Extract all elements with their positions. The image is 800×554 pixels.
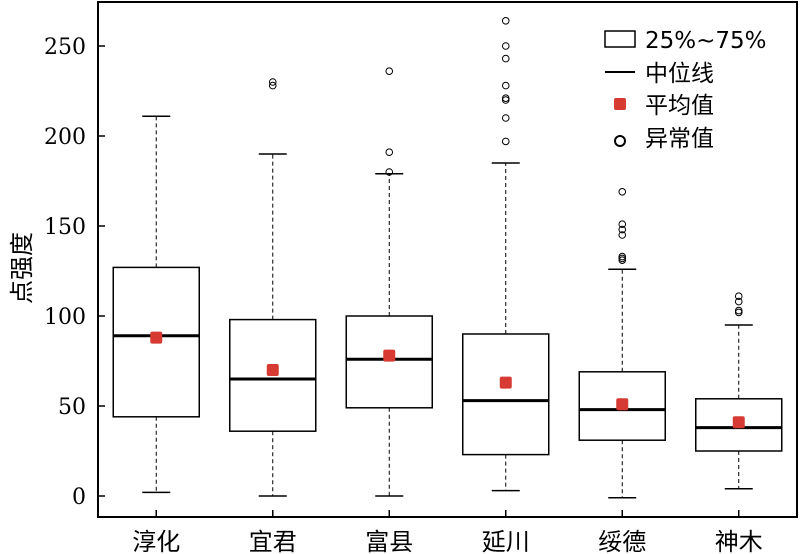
y-tick-label: 50 [58, 395, 86, 420]
outlier-point [385, 168, 394, 176]
iqr-box [345, 315, 433, 409]
outlier-point [734, 297, 743, 306]
y-tick-label: 0 [72, 485, 86, 510]
outlier-point [268, 78, 277, 86]
plot-frame [97, 1, 798, 518]
y-tick-label: 100 [44, 305, 86, 330]
axes [97, 1, 798, 518]
outlier-point [385, 148, 394, 156]
outlier-point [618, 220, 627, 228]
y-tick-label: 150 [44, 215, 86, 240]
mean-marker [266, 364, 279, 376]
y-axis-label: 点强度 [8, 232, 36, 304]
legend-box-label: 25%~75% [645, 28, 767, 54]
y-tick-label: 250 [44, 35, 86, 60]
outlier-point [501, 94, 510, 102]
x-tick-label-富县: 富县 [365, 528, 413, 554]
x-tick-label-淳化: 淳化 [132, 528, 180, 554]
outlier-point [734, 292, 743, 301]
outlier-point [501, 54, 510, 63]
x-tick-label-神木: 神木 [715, 528, 763, 554]
mean-marker [732, 416, 745, 429]
x-tick-label-绥德: 绥德 [598, 528, 646, 554]
legend-mean-label: 平均值 [645, 93, 714, 119]
mean-marker [499, 376, 512, 389]
outlier-point [385, 67, 394, 75]
outlier-point [618, 231, 627, 239]
x-tick-label-宜君: 宜君 [249, 528, 297, 554]
outlier-point [501, 81, 510, 90]
outlier-point [618, 225, 627, 234]
outlier-point [501, 17, 510, 25]
outlier-point [268, 81, 277, 90]
box-宜君 [229, 78, 317, 497]
legend-mean-swatch [614, 98, 626, 110]
outlier-point [501, 137, 510, 146]
outlier-point [618, 188, 627, 196]
x-tick-label-延川: 延川 [482, 528, 530, 554]
iqr-box [462, 333, 550, 456]
y-tick-label: 200 [44, 125, 86, 150]
box-富县 [345, 67, 433, 497]
legend-outlier-label: 异常值 [645, 126, 714, 152]
box-绥德 [578, 188, 666, 499]
mean-marker [150, 331, 163, 344]
outlier-point [501, 42, 510, 50]
legend: 25%~75% 中位线 平均值 异常值 [604, 28, 767, 152]
mean-marker [616, 398, 629, 411]
mean-marker [383, 349, 396, 362]
legend-outlier-swatch [614, 135, 626, 147]
outlier-point [618, 252, 627, 261]
outlier-point [734, 306, 743, 315]
box-神木 [695, 292, 783, 490]
legend-box-swatch [604, 30, 636, 48]
y-axis-ticks: 0 50 100 150 200 250 [44, 35, 105, 510]
outlier-point [501, 114, 510, 122]
legend-median-label: 中位线 [645, 61, 714, 87]
box-淳化 [112, 115, 200, 494]
box-延川 [462, 17, 550, 492]
x-axis-category-labels: 淳化 宜君 富县 延川 绥德 神木 [132, 510, 763, 554]
boxes [112, 17, 783, 499]
